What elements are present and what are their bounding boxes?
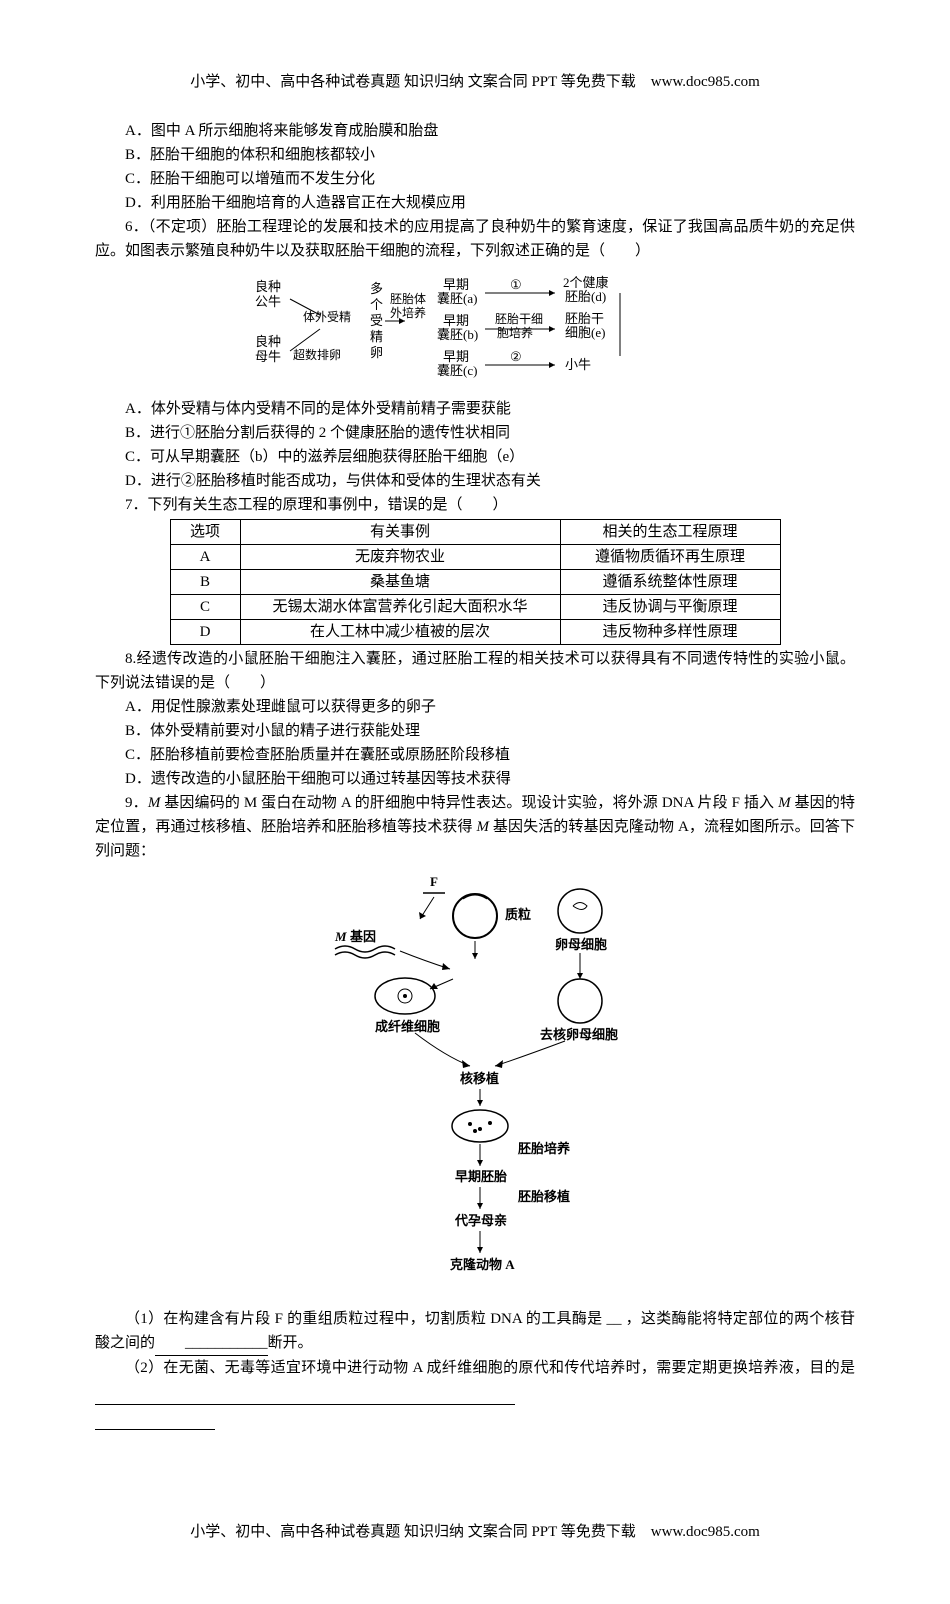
q6-text: 6．（不定项）胚胎工程理论的发展和技术的应用提高了良种奶牛的繁育速度，保证了我国… <box>95 215 855 263</box>
q9-sub2-a: （2）在无菌、无毒等适宜环境中进行动物 A 成纤维细胞的原代和传代培养时，需要定… <box>125 1360 855 1376</box>
page-header: 小学、初中、高中各种试卷真题 知识归纳 文案合同 PPT 等免费下载 www.d… <box>95 70 855 94</box>
q5-option-a: A．图中 A 所示细胞将来能够发育成胎膜和胎盘 <box>95 119 855 143</box>
svg-text:外培养: 外培养 <box>390 305 426 320</box>
svg-text:精: 精 <box>370 329 383 344</box>
q6-option-c: C．可从早期囊胚（b）中的滋养层细胞获得胚胎干细胞（e） <box>95 445 855 469</box>
q6-option-b: B．进行①胚胎分割后获得的 2 个健康胚胎的遗传性状相同 <box>95 421 855 445</box>
svg-text:胚胎干细: 胚胎干细 <box>495 312 543 326</box>
q9-text: 9．M 基因编码的 M 蛋白在动物 A 的肝细胞中特异性表达。现设计实验，将外源… <box>95 791 855 863</box>
q9-text-span: 9．M 基因编码的 M 蛋白在动物 A 的肝细胞中特异性表达。现设计实验，将外源… <box>95 795 855 859</box>
svg-text:代孕母亲: 代孕母亲 <box>454 1213 507 1228</box>
svg-text:胚胎体: 胚胎体 <box>390 292 426 306</box>
svg-text:核移植: 核移植 <box>460 1071 499 1086</box>
q9-sub1: （1）在构建含有片段 F 的重组质粒过程中，切割质粒 DNA 的工具酶是 __ … <box>95 1307 855 1356</box>
svg-text:早期: 早期 <box>443 277 469 292</box>
svg-text:母牛: 母牛 <box>255 349 281 364</box>
q9-sub2-cont <box>95 1405 855 1430</box>
q7-table: 选项 有关事例 相关的生态工程原理 A 无废弃物农业 遵循物质循环再生原理 B … <box>170 519 781 645</box>
svg-text:①: ① <box>510 277 522 292</box>
q6-diagram: 良种 公牛 良种 母牛 体外受精 超数排卵 多 个 受 精 卵 胚胎体 外培养 … <box>95 271 855 389</box>
svg-text:早期胚胎: 早期胚胎 <box>455 1169 507 1184</box>
q6-option-d: D．进行②胚胎移植时能否成功，与供体和受体的生理状态有关 <box>95 469 855 493</box>
svg-text:基因: 基因 <box>349 929 376 944</box>
svg-text:卵母细胞: 卵母细胞 <box>555 937 607 952</box>
svg-text:克隆动物 A: 克隆动物 A <box>450 1257 515 1272</box>
svg-text:早期: 早期 <box>443 313 469 328</box>
q9-sub1-a: （1）在构建含有片段 F 的重组质粒过程中，切割质粒 DNA 的工具酶是 __ <box>125 1311 626 1327</box>
svg-text:良种: 良种 <box>255 334 281 349</box>
svg-text:早期: 早期 <box>443 349 469 364</box>
svg-text:去核卵母细胞: 去核卵母细胞 <box>540 1027 618 1042</box>
svg-text:胚胎干: 胚胎干 <box>565 311 604 326</box>
svg-text:胚胎培养: 胚胎培养 <box>518 1141 571 1156</box>
q6-option-a: A．体外受精与体内受精不同的是体外受精前精子需要获能 <box>95 397 855 421</box>
q5-option-b: B．胚胎干细胞的体积和细胞核都较小 <box>95 143 855 167</box>
svg-text:成纤维细胞: 成纤维细胞 <box>375 1019 440 1034</box>
svg-text:M: M <box>334 929 347 944</box>
q7-r1c0: B <box>170 570 240 595</box>
svg-text:囊胚(b): 囊胚(b) <box>437 327 478 342</box>
q7-r2c1: 无锡太湖水体富营养化引起大面积水华 <box>240 595 560 620</box>
q7-r0c0: A <box>170 545 240 570</box>
q7-th-2: 相关的生态工程原理 <box>560 520 780 545</box>
q9-sub2: （2）在无菌、无毒等适宜环境中进行动物 A 成纤维细胞的原代和传代培养时，需要定… <box>95 1356 855 1405</box>
q8-option-b: B．体外受精前要对小鼠的精子进行获能处理 <box>95 719 855 743</box>
q8-text: 8.经遗传改造的小鼠胚胎干细胞注入囊胚，通过胚胎工程的相关技术可以获得具有不同遗… <box>95 647 855 695</box>
svg-text:②: ② <box>510 349 522 364</box>
svg-text:囊胚(a): 囊胚(a) <box>437 291 477 306</box>
document-body: A．图中 A 所示细胞将来能够发育成胎膜和胎盘 B．胚胎干细胞的体积和细胞核都较… <box>95 119 855 1430</box>
q7-r2c2: 违反协调与平衡原理 <box>560 595 780 620</box>
blank-long <box>95 1380 515 1405</box>
q9-sub1-c: 断开。 <box>268 1335 313 1351</box>
svg-text:囊胚(c): 囊胚(c) <box>437 363 477 378</box>
svg-text:胚胎(d): 胚胎(d) <box>565 289 606 304</box>
svg-text:个: 个 <box>370 297 383 312</box>
svg-text:胞培养: 胞培养 <box>497 325 533 340</box>
svg-text:质粒: 质粒 <box>505 907 531 922</box>
q8-option-c: C．胚胎移植前要检查胚胎质量并在囊胚或原肠胚阶段移植 <box>95 743 855 767</box>
svg-text:小牛: 小牛 <box>565 357 591 372</box>
svg-text:2个健康: 2个健康 <box>563 275 609 290</box>
q5-option-c: C．胚胎干细胞可以增殖而不发生分化 <box>95 167 855 191</box>
svg-text:细胞(e): 细胞(e) <box>565 325 605 340</box>
q7-th-1: 有关事例 <box>240 520 560 545</box>
svg-text:受: 受 <box>370 313 383 328</box>
q7-r3c1: 在人工林中减少植被的层次 <box>240 620 560 645</box>
q8-option-a: A．用促性腺激素处理雌鼠可以获得更多的卵子 <box>95 695 855 719</box>
q8-option-d: D．遗传改造的小鼠胚胎干细胞可以通过转基因等技术获得 <box>95 767 855 791</box>
q7-r2c0: C <box>170 595 240 620</box>
q7-r0c1: 无废弃物农业 <box>240 545 560 570</box>
svg-text:胚胎移植: 胚胎移植 <box>518 1189 570 1204</box>
svg-text:多: 多 <box>370 281 383 296</box>
svg-text:超数排卵: 超数排卵 <box>293 347 341 362</box>
label-f: F <box>430 874 438 889</box>
q7-text: 7．下列有关生态工程的原理和事例中，错误的是（ ） <box>95 493 855 517</box>
q7-r3c0: D <box>170 620 240 645</box>
svg-text:卵: 卵 <box>370 345 383 360</box>
q7-r3c2: 违反物种多样性原理 <box>560 620 780 645</box>
q9-diagram: F 质粒 M 基因 卵母细胞 <box>95 871 855 1299</box>
svg-text:体外受精: 体外受精 <box>303 310 351 324</box>
q7-r0c2: 遵循物质循环再生原理 <box>560 545 780 570</box>
page-footer: 小学、初中、高中各种试卷真题 知识归纳 文案合同 PPT 等免费下载 www.d… <box>95 1520 855 1544</box>
q7-r1c1: 桑基鱼塘 <box>240 570 560 595</box>
q7-th-0: 选项 <box>170 520 240 545</box>
q5-option-d: D．利用胚胎干细胞培育的人造器官正在大规模应用 <box>95 191 855 215</box>
blank-tail <box>95 1405 215 1430</box>
svg-text:公牛: 公牛 <box>255 294 281 309</box>
q7-r1c2: 遵循系统整体性原理 <box>560 570 780 595</box>
bull-label: 良种 <box>255 279 281 294</box>
